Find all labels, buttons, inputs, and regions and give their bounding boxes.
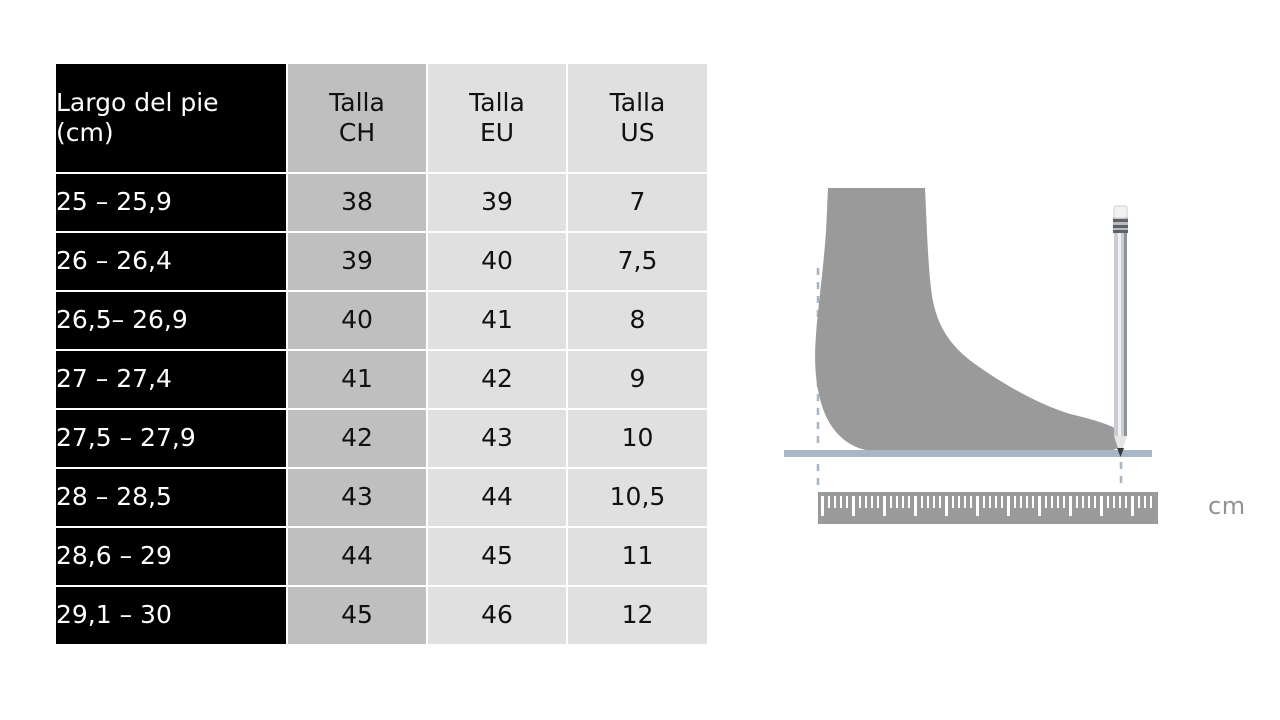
column-header-size-us-line1: Talla: [609, 87, 666, 117]
table-row: 28,6 – 29 44 45 11: [56, 526, 707, 585]
pencil-body-highlight: [1118, 232, 1121, 436]
table-header: Largo del pie (cm) Talla CH Talla EU Tal…: [56, 64, 707, 172]
ruler: [818, 492, 1158, 524]
cell-size-ch: 43: [288, 467, 428, 526]
column-header-size-us-line2: US: [620, 118, 655, 147]
cell-size-ch: 39: [288, 231, 428, 290]
cell-foot-length: 29,1 – 30: [56, 585, 288, 644]
cell-foot-length: 28,6 – 29: [56, 526, 288, 585]
column-header-size-ch-line1: Talla: [329, 87, 385, 117]
pencil-body-shade: [1124, 232, 1127, 436]
column-header-size-eu-line2: EU: [479, 118, 515, 147]
cell-foot-length: 27,5 – 27,9: [56, 408, 288, 467]
cell-foot-length: 26,5– 26,9: [56, 290, 288, 349]
cell-size-ch: 42: [288, 408, 428, 467]
cell-size-us: 11: [568, 526, 707, 585]
foot-silhouette: [815, 188, 1124, 452]
header-row: Largo del pie (cm) Talla CH Talla EU Tal…: [56, 64, 707, 172]
table-row: 25 – 25,9 38 39 7: [56, 172, 707, 231]
column-header-size-eu-line1: Talla: [469, 87, 525, 117]
cell-size-us: 7,5: [568, 231, 707, 290]
table-row: 27,5 – 27,9 42 43 10: [56, 408, 707, 467]
column-header-size-us: Talla US: [568, 64, 707, 172]
cell-foot-length: 27 – 27,4: [56, 349, 288, 408]
cell-size-us: 8: [568, 290, 707, 349]
cell-size-us: 10,5: [568, 467, 707, 526]
cell-size-eu: 44: [428, 467, 568, 526]
floor-line: [784, 450, 1152, 457]
column-header-foot-length: Largo del pie (cm): [56, 64, 288, 172]
cell-foot-length: 25 – 25,9: [56, 172, 288, 231]
cell-size-eu: 39: [428, 172, 568, 231]
cell-size-eu: 40: [428, 231, 568, 290]
column-header-size-ch-line2: CH: [338, 118, 376, 147]
table-row: 27 – 27,4 41 42 9: [56, 349, 707, 408]
cell-size-ch: 41: [288, 349, 428, 408]
foot-toe-accent: [1060, 414, 1124, 452]
cell-size-ch: 38: [288, 172, 428, 231]
ruler-ticks: [821, 496, 1152, 516]
table-row: 26,5– 26,9 40 41 8: [56, 290, 707, 349]
cell-size-eu: 43: [428, 408, 568, 467]
foot-measurement-illustration: [770, 160, 1270, 560]
table-row: 28 – 28,5 43 44 10,5: [56, 467, 707, 526]
shoe-size-table: Largo del pie (cm) Talla CH Talla EU Tal…: [56, 64, 707, 644]
column-header-foot-length-line1: Largo del pie: [56, 87, 219, 117]
cell-size-ch: 44: [288, 526, 428, 585]
table-body: 25 – 25,9 38 39 7 26 – 26,4 39 40 7,5 26,5– 26,9…: [56, 172, 707, 644]
cell-size-us: 7: [568, 172, 707, 231]
column-header-foot-length-line2: (cm): [56, 118, 114, 147]
cell-size-us: 9: [568, 349, 707, 408]
pencil-ferrule-band-1: [1113, 219, 1128, 222]
cell-foot-length: 28 – 28,5: [56, 467, 288, 526]
table-row: 26 – 26,4 39 40 7,5: [56, 231, 707, 290]
cell-foot-length: 26 – 26,4: [56, 231, 288, 290]
pencil-icon: [1113, 205, 1128, 457]
cell-size-us: 12: [568, 585, 707, 644]
pencil-ferrule-band-3: [1113, 230, 1128, 233]
cell-size-us: 10: [568, 408, 707, 467]
cell-size-eu: 41: [428, 290, 568, 349]
cell-size-eu: 46: [428, 585, 568, 644]
pencil-eraser: [1113, 205, 1128, 219]
column-header-size-ch: Talla CH: [288, 64, 428, 172]
table-row: 29,1 – 30 45 46 12: [56, 585, 707, 644]
pencil-ferrule-band-2: [1113, 225, 1128, 228]
cell-size-ch: 40: [288, 290, 428, 349]
cell-size-ch: 45: [288, 585, 428, 644]
ruler-unit-label: cm: [1208, 492, 1246, 520]
cell-size-eu: 45: [428, 526, 568, 585]
cell-size-eu: 42: [428, 349, 568, 408]
pencil-wood-tip: [1114, 436, 1127, 456]
column-header-size-eu: Talla EU: [428, 64, 568, 172]
pencil-lead-tip: [1117, 448, 1124, 457]
